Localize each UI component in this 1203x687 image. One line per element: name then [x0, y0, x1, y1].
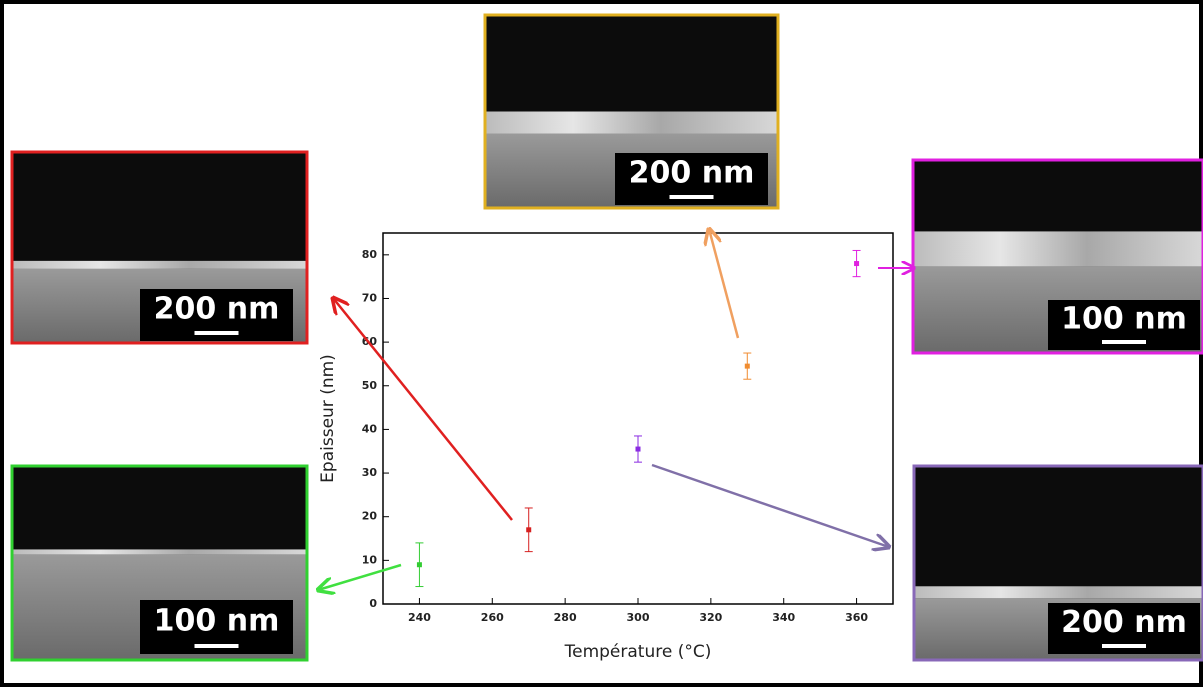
- sem-images: 200 nm 200 nm 100 nm 100 nm 200 nm: [10, 13, 1203, 662]
- x-tick-label: 360: [845, 611, 868, 624]
- film: [485, 111, 778, 134]
- image-border: [912, 464, 1203, 662]
- scale-label: 200 nm: [1061, 605, 1187, 640]
- scale-bar: [194, 644, 239, 648]
- scale-label: 100 nm: [154, 604, 280, 639]
- film: [12, 260, 307, 269]
- image-border: [483, 13, 780, 210]
- arrow: [318, 563, 402, 590]
- image-border: [911, 158, 1203, 355]
- x-axis-label: Température (°C): [564, 642, 712, 662]
- y-tick-label: 0: [369, 597, 377, 610]
- scale-bar: [194, 331, 239, 335]
- point: [854, 261, 860, 267]
- y-tick-label: 20: [362, 510, 378, 523]
- y-axis-label: Epaisseur (nm): [318, 354, 338, 483]
- image-border: [10, 464, 309, 662]
- sem-image: 200 nm: [912, 464, 1203, 662]
- chart: 24026028030032034036001020304050607080Te…: [318, 232, 894, 662]
- point: [635, 446, 641, 452]
- sem-image: 200 nm: [10, 150, 309, 345]
- x-tick-label: 340: [772, 611, 795, 624]
- scale-bar: [1102, 644, 1146, 648]
- arrows: [318, 229, 914, 590]
- scale-label: 200 nm: [154, 292, 280, 327]
- x-tick-label: 280: [554, 611, 577, 624]
- scale-label: 200 nm: [629, 156, 755, 191]
- y-tick-label: 70: [362, 291, 378, 304]
- point: [416, 562, 422, 568]
- y-tick-label: 40: [362, 422, 378, 435]
- x-tick-label: 300: [627, 611, 650, 624]
- arrow: [709, 229, 740, 339]
- scale-label: 100 nm: [1061, 302, 1187, 337]
- y-tick-label: 30: [362, 466, 378, 479]
- y-tick-label: 10: [362, 553, 378, 566]
- scale-bar: [669, 195, 714, 199]
- y-tick-label: 80: [362, 248, 378, 261]
- point: [526, 527, 532, 533]
- x-tick-label: 320: [699, 611, 722, 624]
- film: [913, 231, 1203, 267]
- arrow: [333, 298, 513, 521]
- film: [914, 586, 1203, 599]
- arrow: [651, 463, 889, 547]
- x-tick-label: 260: [481, 611, 504, 624]
- film: [12, 549, 307, 555]
- sem-image: 200 nm: [483, 13, 780, 210]
- x-tick-label: 240: [408, 611, 431, 624]
- point: [744, 363, 750, 369]
- sem-image: 100 nm: [911, 158, 1203, 355]
- scale-bar: [1102, 340, 1146, 344]
- image-border: [10, 150, 309, 345]
- y-tick-label: 50: [362, 379, 378, 392]
- sem-image: 100 nm: [10, 464, 309, 662]
